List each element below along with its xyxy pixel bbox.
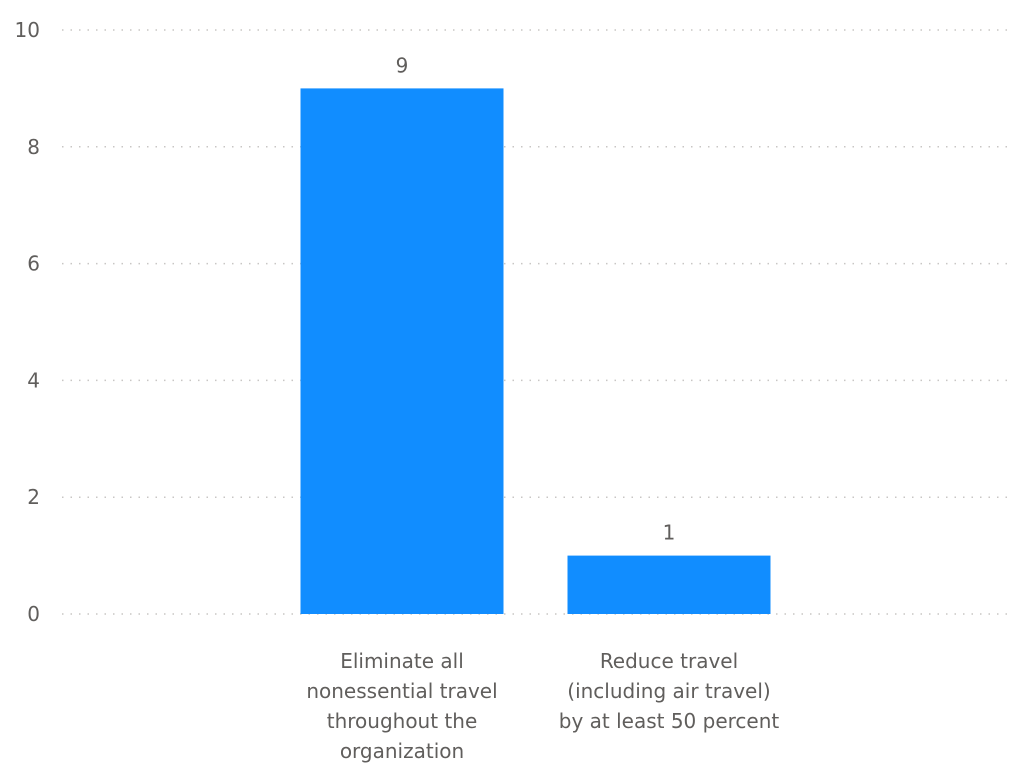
- y-tick-label: 4: [27, 368, 40, 392]
- bar-data-label: 9: [396, 53, 409, 77]
- bar-data-label: 1: [663, 521, 676, 545]
- x-category-label-line: Eliminate all: [340, 649, 464, 673]
- bar[interactable]: [567, 555, 771, 614]
- x-category-label: Reduce travel (including air travel) by at…: [559, 649, 780, 733]
- x-category-label-line: nonessential travel: [306, 679, 497, 703]
- gridlines: [62, 29, 1008, 615]
- x-category-label-line: (including air travel): [567, 679, 770, 703]
- y-tick-label: 0: [27, 602, 40, 626]
- data-labels: 91: [396, 53, 676, 544]
- x-category-label-line: Reduce travel: [600, 649, 738, 673]
- y-tick-label: 10: [15, 18, 40, 42]
- x-category-label-line: by at least 50 percent: [559, 709, 780, 733]
- x-category-label: Eliminate all nonessential travel througho…: [306, 649, 497, 763]
- x-category-label-line: organization: [340, 739, 464, 763]
- y-axis-ticks: 0 2 4 6 8 10: [15, 18, 40, 626]
- bars: [300, 88, 771, 614]
- y-tick-label: 2: [27, 485, 40, 509]
- y-tick-label: 6: [27, 252, 40, 276]
- bar[interactable]: [300, 88, 504, 614]
- x-axis-categories: Eliminate all nonessential travel througho…: [306, 649, 779, 763]
- x-category-label-line: throughout the: [327, 709, 478, 733]
- y-tick-label: 8: [27, 135, 40, 159]
